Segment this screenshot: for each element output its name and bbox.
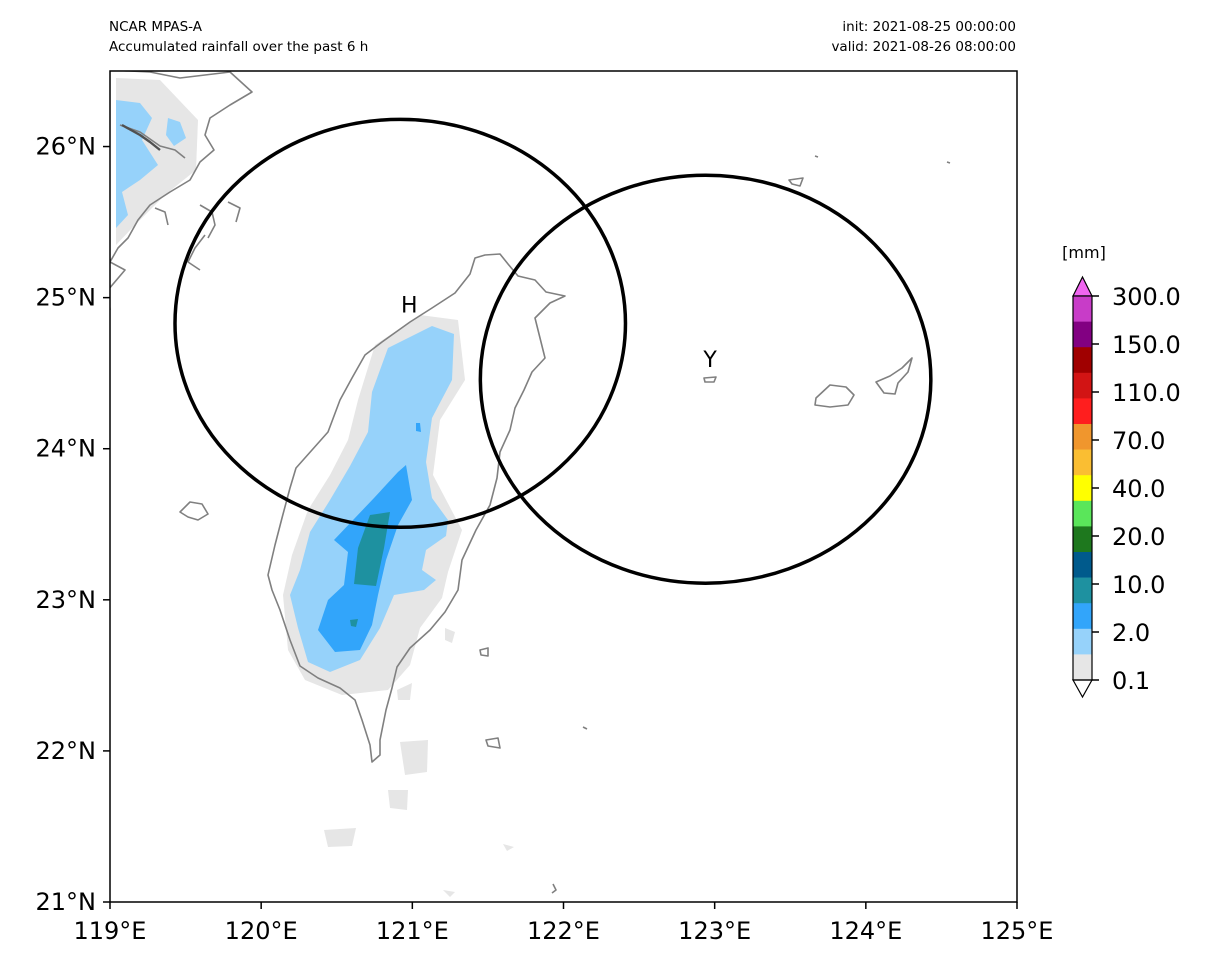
colorbar: [mm] 300.0 150.0 110.0 70.0 40.0 20.0 10.0 2.0 0… [1062, 243, 1181, 699]
ishigaki-coastline [875, 357, 913, 395]
islet-coastline [479, 155, 951, 894]
y-tick-label: 26°N [36, 133, 97, 161]
y-tick-label: 24°N [36, 435, 97, 463]
y-tick-label: 25°N [36, 284, 97, 312]
circle-overlays [173, 117, 933, 585]
colorbar-unit: [mm] [1062, 243, 1106, 262]
valid-time: valid: 2021-08-26 08:00:00 [831, 39, 1016, 55]
rain-layer-2mm [116, 100, 454, 672]
china-coastline [110, 71, 253, 310]
y-tick-label: 23°N [36, 586, 97, 614]
colorbar-segment [1073, 321, 1092, 348]
taiwan-coastline [267, 253, 566, 763]
y-tick-label: 22°N [36, 737, 97, 765]
x-tick-label: 121°E [376, 917, 449, 945]
colorbar-label: 300.0 [1112, 283, 1181, 311]
range-circle-1 [173, 117, 628, 530]
china-inner-coastline [121, 123, 161, 151]
marker-label-h: H [401, 294, 418, 319]
penghu-coastline [179, 501, 209, 521]
x-tick-label: 123°E [678, 917, 751, 945]
colorbar-segment [1073, 296, 1092, 322]
iriomote-coastline [814, 384, 855, 408]
model-name: NCAR MPAS-A [109, 19, 202, 35]
colorbar-label: 40.0 [1112, 475, 1165, 503]
rain-layer-10mm [350, 512, 390, 627]
x-tick-label: 122°E [527, 917, 600, 945]
colorbar-label: 2.0 [1112, 619, 1150, 647]
x-tick-label: 119°E [74, 917, 147, 945]
colorbar-extend-max [1072, 275, 1093, 297]
rain-layer-0_1mm [116, 78, 514, 897]
x-tick-label: 124°E [829, 917, 902, 945]
colorbar-segment [1073, 347, 1092, 374]
colorbar-segment [1073, 654, 1092, 681]
y-tick-label: 21°N [36, 888, 97, 916]
colorbar-segment [1073, 449, 1092, 476]
map-area: HY [110, 71, 951, 897]
colorbar-extend-min [1071, 679, 1094, 699]
city-markers: HY [401, 294, 717, 373]
colorbar-label: 10.0 [1112, 571, 1165, 599]
colorbar-segment [1073, 526, 1092, 553]
colorbar-segment [1073, 372, 1092, 399]
colorbar-segment [1073, 475, 1092, 502]
colorbar-label: 0.1 [1112, 667, 1150, 695]
colorbar-label: 150.0 [1112, 331, 1181, 359]
yonaguni-coastline [703, 376, 717, 383]
plot-frame [109, 70, 1018, 903]
range-circle-2 [478, 173, 933, 585]
y-axis: 21°N 22°N 23°N 24°N 25°N 26°N [36, 133, 110, 916]
colorbar-segment [1073, 603, 1092, 630]
marker-label-y: Y [702, 348, 717, 373]
x-axis: 119°E 120°E 121°E 122°E 123°E 124°E 125°E [74, 902, 1054, 945]
header-right: init: 2021-08-25 00:00:00 valid: 2021-08… [831, 17, 1016, 57]
colorbar-segment [1073, 398, 1092, 425]
x-tick-label: 125°E [981, 917, 1054, 945]
coastlines [110, 71, 951, 894]
x-tick-label: 120°E [225, 917, 298, 945]
colorbar-label: 110.0 [1112, 379, 1181, 407]
colorbar-segment [1073, 577, 1092, 604]
colorbar-label: 70.0 [1112, 427, 1165, 455]
colorbar-segment [1073, 500, 1092, 527]
header-left: NCAR MPAS-A Accumulated rainfall over th… [109, 17, 368, 57]
colorbar-segment [1073, 628, 1092, 655]
init-time: init: 2021-08-25 00:00:00 [842, 19, 1016, 35]
colorbar-segment [1073, 552, 1092, 578]
field-title: Accumulated rainfall over the past 6 h [109, 39, 369, 55]
colorbar-segment [1073, 424, 1092, 450]
colorbar-label: 20.0 [1112, 523, 1165, 551]
